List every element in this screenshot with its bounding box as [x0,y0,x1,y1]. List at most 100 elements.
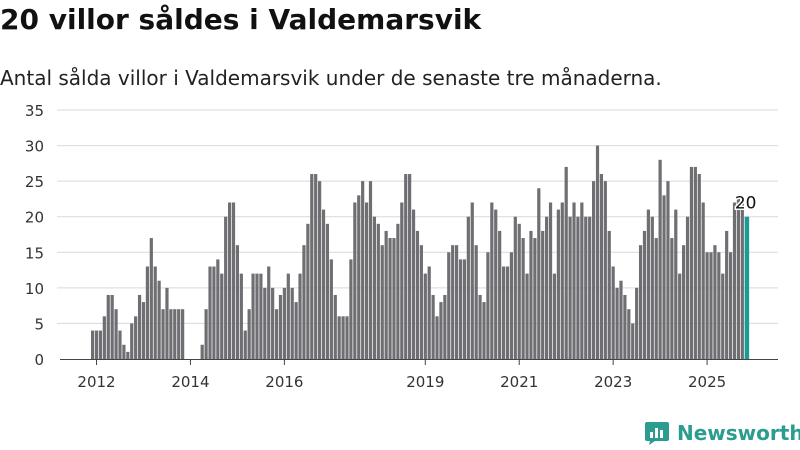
bar [619,280,623,359]
bar [721,273,725,359]
bar [173,309,177,359]
bar [204,309,208,359]
y-tick-label: 25 [25,173,44,191]
bar [552,273,557,359]
bar [216,259,220,359]
bar [447,252,451,359]
bar [298,273,302,359]
bar [157,280,161,359]
bar [361,181,365,359]
bar [486,252,490,359]
bar [568,216,572,359]
bar [501,266,506,359]
bar [474,245,478,359]
bar [341,316,345,359]
bar [384,230,388,359]
y-tick-label: 15 [25,244,44,262]
bar [255,273,259,359]
bar [662,195,666,359]
x-tick-label: 2019 [406,373,444,391]
bar [353,202,357,359]
bar [576,216,580,359]
bar [274,309,279,359]
bar [149,238,153,359]
bar [466,216,470,359]
bar [627,309,631,359]
bar [709,252,713,359]
bar [443,294,447,359]
bar [674,209,678,359]
bar [728,252,733,359]
bar [177,309,181,359]
bar [318,181,322,359]
bar [169,309,173,359]
bar [584,216,588,359]
bar [118,330,122,359]
bar [208,266,212,359]
y-tick-label: 35 [25,102,44,120]
bar [494,209,498,359]
bar [591,181,596,359]
y-tick-label: 20 [25,209,44,227]
chart-title: 20 villor såldes i Valdemarsvik [0,3,482,36]
bar [490,202,494,359]
bar [415,230,420,359]
bar [408,174,412,359]
bar [658,159,662,359]
bar [419,245,423,359]
bar [705,252,709,359]
bar [302,245,306,359]
bar [458,259,463,359]
bar [505,266,510,359]
x-tick-label: 2023 [594,373,632,391]
bar [91,330,95,359]
y-tick-label: 30 [25,138,44,156]
bar [529,230,533,359]
bar [200,344,204,359]
bar [310,174,314,359]
bar [306,223,310,359]
bar [153,266,157,359]
x-tick-label: 2016 [265,373,303,391]
highlight-value-label: 20 [735,194,757,214]
bar [482,302,486,359]
brand-name: Newsworthy [677,421,800,445]
x-tick-label: 2025 [688,373,726,391]
bar [650,216,654,359]
brand-logo: Newsworthy [644,420,800,446]
bar [545,216,549,359]
bar [548,202,553,359]
y-tick-label: 5 [34,315,44,333]
bar [388,238,392,359]
bar [678,273,682,359]
x-tick-label: 2012 [77,373,115,391]
y-tick-label: 0 [34,351,44,369]
bar [114,309,118,359]
bar [689,166,694,359]
bar [333,294,337,359]
bar [701,202,705,359]
bar [263,287,267,359]
bar [580,202,584,359]
bar [521,238,525,359]
bar [165,287,169,359]
bar [631,323,635,359]
bar [137,294,142,359]
bar [130,323,134,359]
bar [227,202,232,359]
bar [145,266,149,359]
bar [462,259,467,359]
x-tick-label: 2021 [500,373,538,391]
bar [615,287,619,359]
bar [455,245,459,359]
bar [357,195,361,359]
bar [713,245,717,359]
bar [670,238,674,359]
bar [404,174,408,359]
bar [693,166,697,359]
bar [513,216,517,359]
bar [110,294,114,359]
bar [607,230,611,359]
bar [325,223,330,359]
bar [635,287,639,359]
